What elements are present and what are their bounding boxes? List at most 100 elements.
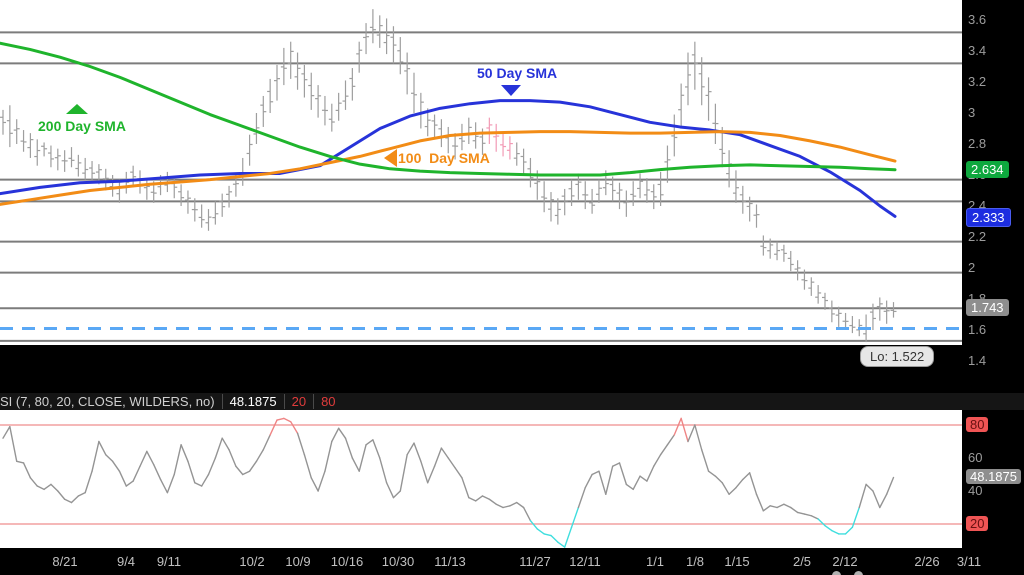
rsi-line-segment — [344, 437, 354, 459]
rsi-line-segment — [57, 490, 66, 500]
rsi-chart-canvas[interactable] — [0, 410, 962, 548]
ohlc-bar — [260, 95, 267, 127]
ohlc-bar — [774, 241, 781, 261]
rsi-line-segment — [146, 450, 155, 466]
ohlc-bar — [191, 198, 198, 222]
rsi-line-segment — [673, 417, 682, 436]
rsi-line-segment — [810, 515, 819, 520]
rsi-line-segment — [776, 503, 785, 509]
rsi-line-segment — [98, 440, 107, 456]
ohlc-bar — [34, 139, 41, 166]
rsi-line-segment — [118, 470, 128, 487]
price-panel[interactable] — [0, 0, 962, 345]
rsi-line-segment — [858, 483, 867, 509]
rsi-line-segment — [605, 465, 614, 496]
ohlc-bar — [513, 142, 520, 166]
rsi-value-badge: 48.1875 — [966, 469, 1021, 484]
rsi-line-segment — [180, 444, 189, 462]
ohlc-bar — [801, 269, 808, 290]
rsi-line-segment — [522, 506, 532, 522]
date-tick-label: 3/11 — [956, 554, 982, 569]
up-triangle-icon — [66, 104, 88, 114]
rsi-line-segment — [22, 462, 32, 479]
rsi-line-segment — [255, 449, 264, 462]
ohlc-bar — [787, 250, 794, 272]
rsi-line-segment — [803, 513, 812, 517]
rsi-line-segment — [639, 475, 648, 482]
ohlc-bar — [109, 175, 116, 197]
rsi-line-segment — [666, 434, 675, 446]
ohlc-bar — [274, 64, 280, 101]
rsi-line-segment — [454, 467, 463, 479]
rsi-line-segment — [748, 472, 758, 496]
rsi-line-segment — [262, 434, 271, 451]
rsi-tick-40: 40 — [968, 483, 983, 498]
rsi-line-segment — [420, 460, 429, 484]
ohlc-bar — [267, 78, 274, 113]
rsi-line-segment — [358, 444, 367, 472]
ohlc-bar — [678, 83, 685, 129]
ohlc-bar — [589, 188, 596, 214]
rsi-line-segment — [365, 439, 374, 446]
ohlc-bar — [404, 52, 411, 95]
price-tick-label: 3 — [968, 105, 976, 120]
rsi-line-segment — [331, 427, 340, 443]
rsi-line-segment — [207, 457, 217, 476]
rsi-current-value: 48.1875 — [229, 394, 277, 409]
rsi-line-segment — [77, 491, 86, 497]
ohlc-bar — [876, 297, 883, 321]
rsi-line-segment — [447, 457, 456, 469]
date-tick-label: 11/13 — [434, 554, 466, 569]
rsi-line-segment — [105, 454, 114, 462]
rsi-line-segment — [714, 475, 723, 484]
rsi-line-segment — [646, 465, 655, 482]
price-chart-canvas[interactable] — [0, 0, 962, 345]
rsi-line-segment — [214, 437, 223, 459]
date-tick-label: 1/1 — [645, 554, 665, 569]
date-tick-label: 2/5 — [792, 554, 812, 569]
ohlc-bar — [472, 122, 479, 149]
ohlc-bar — [27, 133, 34, 158]
rsi-line-segment — [194, 482, 203, 487]
ohlc-bar — [20, 130, 27, 152]
price-tick-label: 2.8 — [968, 136, 987, 151]
ohlc-bar — [6, 105, 13, 148]
rsi-line-segment — [687, 424, 696, 443]
rsi-line-segment — [63, 498, 73, 504]
left-triangle-icon — [384, 149, 397, 167]
ohlc-bar — [376, 15, 383, 48]
rsi-line-segment — [111, 460, 121, 472]
rsi-line-segment — [474, 495, 484, 502]
sma50-label: 50 Day SMA — [477, 65, 558, 81]
ohlc-bar — [650, 184, 657, 210]
rsi-line-segment — [550, 534, 559, 543]
rsi-line-segment — [433, 447, 443, 467]
price-tick-label: 2.2 — [968, 229, 987, 244]
sma100-label: 100 Day SMA — [398, 150, 490, 166]
date-tick-label: 10/2 — [239, 554, 265, 569]
rsi-line-segment — [152, 463, 162, 481]
ohlc-bar — [411, 72, 417, 113]
rsi-line-segment — [851, 506, 860, 529]
rsi-line-segment — [481, 495, 491, 500]
ohlc-bar — [561, 188, 568, 216]
divider — [313, 394, 315, 409]
sma200-value-badge: 2.634 — [966, 161, 1009, 178]
ohlc-bar — [582, 181, 589, 210]
rsi-line-segment — [659, 444, 669, 456]
date-tick-label: 9/4 — [116, 554, 136, 569]
ohlc-bar — [452, 133, 459, 160]
date-tick-label: 2/12 — [832, 554, 858, 569]
pager-dot-1[interactable] — [832, 571, 841, 575]
ohlc-bar — [47, 145, 54, 168]
rsi-tick-60: 60 — [968, 450, 983, 465]
rsi-line-segment — [516, 501, 525, 509]
pager-dot-2[interactable] — [854, 571, 863, 575]
ohlc-bar — [294, 52, 301, 90]
rsi-panel[interactable] — [0, 410, 962, 548]
ohlc-bar — [815, 285, 822, 304]
rsi-settings-label: SI (7, 80, 20, CLOSE, WILDERS, no) — [0, 394, 215, 409]
date-tick-label: 12/11 — [569, 554, 601, 569]
ohlc-bar — [726, 150, 733, 188]
50-day-sma-line — [0, 99, 897, 218]
